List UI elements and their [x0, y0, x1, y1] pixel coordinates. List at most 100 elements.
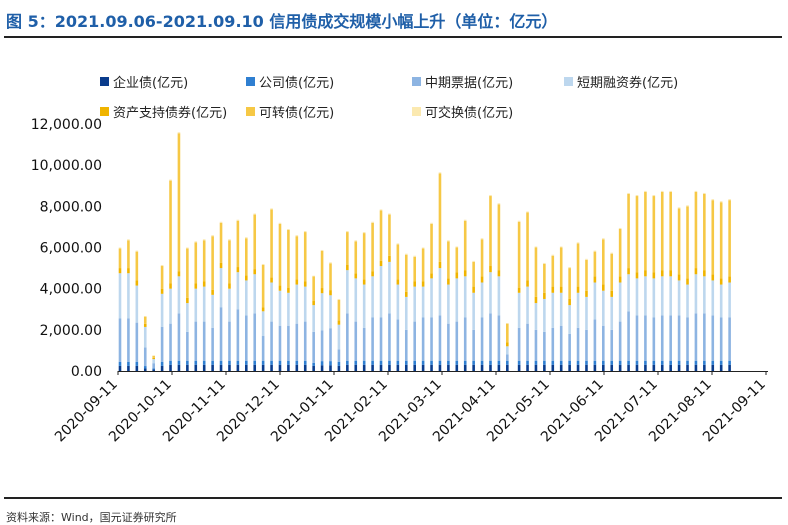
bar-segment [439, 361, 442, 365]
bar-segment [228, 239, 231, 240]
bar-segment [245, 361, 248, 365]
bar-segment [644, 365, 647, 371]
bar-segment [371, 222, 374, 223]
bar-segment [203, 240, 206, 281]
bar-segment [169, 324, 172, 361]
bar-segment [405, 254, 408, 255]
x-axis: 2020-09-112020-10-112020-11-112020-12-11… [52, 371, 769, 445]
bar-segment [560, 361, 563, 365]
bar-segment [262, 361, 265, 365]
bar-segment [203, 361, 206, 365]
bar-segment [346, 313, 349, 360]
bar-segment [186, 248, 189, 249]
bar-segment [669, 361, 672, 365]
bar-segment [220, 307, 223, 361]
bar-segment [346, 361, 349, 365]
bar-segment [321, 250, 324, 251]
bar-segment [498, 204, 501, 270]
bar-segment [194, 241, 197, 242]
bar-segment [661, 361, 664, 365]
bar-segment [296, 236, 299, 279]
bar-segment [169, 365, 172, 371]
bar-segment [253, 365, 256, 371]
bar-segment [577, 365, 580, 371]
bar-segment [245, 280, 248, 315]
bar-segment [363, 361, 366, 365]
bar-segment [354, 240, 357, 241]
bar-segment [720, 202, 723, 278]
bar-segment [363, 279, 366, 284]
bar-segment [152, 368, 155, 369]
bar-segment [695, 268, 698, 274]
bar-segment [178, 361, 181, 365]
bar-segment [703, 193, 706, 194]
bar-segment [644, 191, 647, 192]
bar-segment [380, 361, 383, 365]
bar-segment [439, 173, 442, 262]
bar-segment [669, 191, 672, 192]
bar-segment [144, 324, 147, 327]
bar-segment [346, 265, 349, 270]
bar-segment [397, 285, 400, 320]
bar-segment [636, 278, 639, 315]
bar-segment [144, 316, 147, 317]
bar-segment [678, 274, 681, 280]
bar-segment [619, 276, 622, 282]
bar-segment [397, 365, 400, 371]
bar-segment [363, 365, 366, 371]
bar-segment [568, 361, 571, 365]
bar-segment [279, 326, 282, 361]
bar-segment [371, 317, 374, 360]
bar-segment [703, 361, 706, 365]
bar-segment [279, 365, 282, 371]
bar-series [119, 132, 731, 371]
bar-segment [695, 365, 698, 371]
bar-segment [720, 285, 723, 318]
bar-segment [594, 361, 597, 365]
bar-segment [237, 365, 240, 371]
bar-segment [338, 362, 341, 366]
bar-segment [720, 361, 723, 365]
bar-segment [447, 241, 450, 278]
bar-segment [447, 365, 450, 371]
bar-segment [178, 276, 181, 313]
bar-segment [456, 272, 459, 278]
bar-segment [619, 322, 622, 361]
bar-segment [535, 246, 538, 247]
bar-segment [551, 328, 554, 361]
bar-segment [413, 256, 416, 257]
bar-segment [203, 365, 206, 371]
bar-segment [253, 214, 256, 215]
bar-segment [380, 365, 383, 371]
bar-segment [627, 268, 630, 274]
bar-segment [152, 359, 155, 363]
bar-segment [585, 291, 588, 297]
bar-segment [464, 361, 467, 365]
bar-segment [447, 324, 450, 361]
bar-segment [220, 365, 223, 371]
bar-segment [481, 282, 484, 317]
bar-segment [312, 305, 315, 332]
bar-segment [405, 292, 408, 297]
bar-segment [636, 196, 639, 272]
bar-segment [127, 319, 130, 362]
bar-segment [371, 223, 374, 271]
bar-segment [430, 278, 433, 317]
bar-segment [127, 366, 130, 371]
bar-segment [287, 230, 290, 288]
bar-segment [464, 276, 467, 317]
bar-segment [194, 365, 197, 371]
bar-segment [161, 266, 164, 289]
y-tick-label: 8,000.00 [40, 199, 102, 215]
bar-segment [498, 270, 501, 276]
bar-segment [551, 361, 554, 365]
bar-segment [430, 317, 433, 360]
bar-segment [413, 361, 416, 365]
bar-segment [422, 249, 425, 282]
bar-segment [430, 365, 433, 371]
bar-segment [526, 213, 529, 281]
bar-segment [728, 276, 731, 282]
bar-segment [119, 248, 122, 249]
bar-segment [388, 365, 391, 371]
bar-segment [253, 361, 256, 365]
